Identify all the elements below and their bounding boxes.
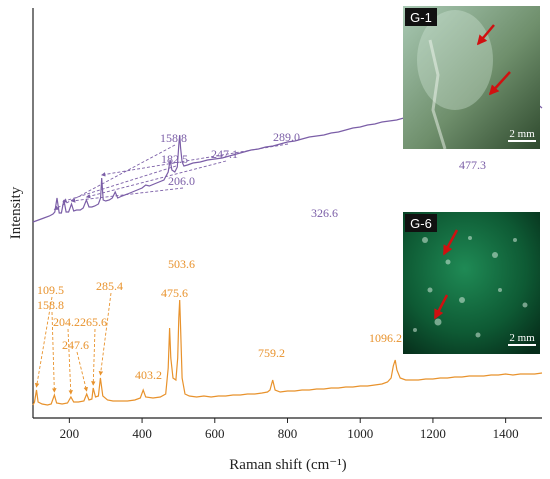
x-axis-label: Raman shift (cm⁻¹)	[229, 457, 346, 473]
inset-g6-scale-label: 2 mm	[509, 332, 535, 344]
inset-g6-tag-box	[405, 214, 437, 232]
peak-label-lower-3: 247.6	[62, 338, 89, 352]
peak-leader-lower-5	[98, 292, 112, 376]
peak-leader-upper-3	[85, 160, 227, 199]
x-tick-label-3: 800	[278, 426, 298, 441]
x-tick-label-1: 400	[132, 426, 152, 441]
inset-g1-scale-label: 2 mm	[509, 128, 535, 140]
inset-g1-background	[403, 6, 540, 149]
peak-label-upper-3: 247.1	[211, 147, 238, 161]
peak-label-upper-2: 206.0	[168, 174, 195, 188]
peak-label-lower-5: 285.4	[96, 279, 123, 293]
y-axis-label: Intensity	[8, 186, 24, 239]
peak-leader-upper-4	[100, 143, 289, 177]
peak-label-lower-6: 403.2	[135, 368, 162, 382]
inset-photo-g1: G-1 2 mm	[403, 6, 540, 150]
peak-leader-upper-2	[70, 187, 184, 203]
peak-label-lower-2: 204.2	[53, 315, 80, 329]
peak-label-lower-4: 265.6	[80, 315, 107, 329]
peak-label-upper-0: 158.8	[160, 131, 187, 145]
inset-photo-g6: G-6 2 mm	[403, 212, 540, 354]
peak-label-lower-8: 503.6	[168, 257, 195, 271]
peak-label-lower-1: 158.8	[37, 298, 64, 312]
peak-leader-lower-2	[67, 328, 73, 395]
inset-g1-arrow-2	[488, 71, 511, 96]
x-tick-label-4: 1000	[347, 426, 373, 441]
peak-leader-upper-0	[53, 144, 176, 210]
peak-label-upper-6: 477.3	[459, 158, 486, 172]
peak-label-lower-9: 759.2	[258, 346, 285, 360]
inset-g6-speckles	[413, 236, 528, 338]
inset-g6-arrow-1	[442, 229, 459, 256]
peak-label-upper-1: 182.5	[161, 152, 188, 166]
inset-g6-arrow-2	[433, 294, 449, 320]
inset-g6-tag: G-6	[410, 216, 432, 231]
peak-label-lower-0: 109.5	[37, 283, 64, 297]
x-tick-labels: 200 400 600 800 1000 1200 1400	[60, 426, 519, 441]
x-tick-label-6: 1400	[493, 426, 519, 441]
inset-g1-tag-box	[405, 8, 437, 26]
inset-g1-arrow-1	[476, 24, 495, 46]
peak-label-upper-4: 289.0	[273, 130, 300, 144]
peak-leader-upper-1	[62, 165, 177, 203]
x-tick-label-5: 1200	[420, 426, 446, 441]
x-tick-label-2: 600	[205, 426, 225, 441]
peak-label-lower-7: 475.6	[161, 286, 188, 300]
x-tick-label-0: 200	[60, 426, 80, 441]
series-lower-line	[32, 299, 543, 406]
peak-leader-lower-1	[51, 311, 57, 393]
x-ticks	[68, 418, 507, 423]
peak-label-upper-5: 326.6	[311, 206, 338, 220]
inset-g1-crack	[428, 39, 447, 150]
peak-leader-lower-3	[76, 351, 88, 392]
peak-label-lower-10: 1096.2	[369, 331, 402, 345]
peak-leader-lower-0	[34, 296, 53, 388]
inset-g6-background	[403, 212, 540, 354]
inset-g1-tag: G-1	[410, 10, 432, 25]
peak-leader-lower-4	[91, 328, 96, 386]
